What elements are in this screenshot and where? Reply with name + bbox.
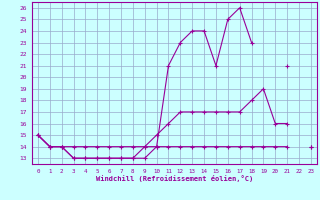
X-axis label: Windchill (Refroidissement éolien,°C): Windchill (Refroidissement éolien,°C) bbox=[96, 175, 253, 182]
